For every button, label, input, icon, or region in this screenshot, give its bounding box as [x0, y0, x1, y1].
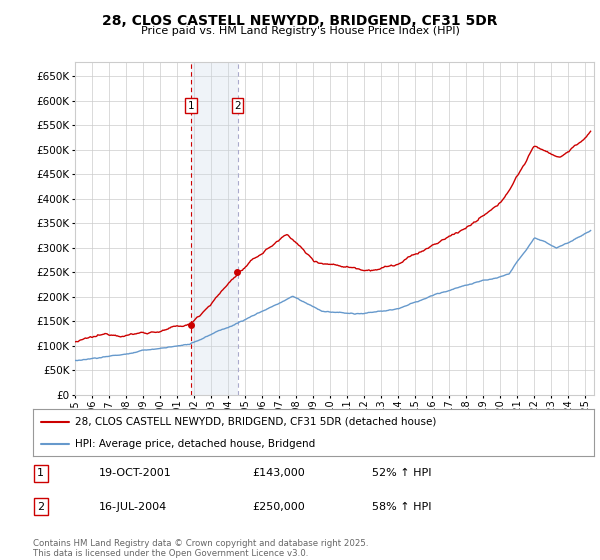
Text: Contains HM Land Registry data © Crown copyright and database right 2025.
This d: Contains HM Land Registry data © Crown c… [33, 539, 368, 558]
Text: 58% ↑ HPI: 58% ↑ HPI [372, 502, 431, 512]
Text: 2: 2 [234, 101, 241, 111]
Bar [191, 62, 238, 395]
Text: 16-JUL-2004: 16-JUL-2004 [99, 502, 167, 512]
Text: 1: 1 [37, 468, 44, 478]
Text: HPI: Average price, detached house, Bridgend: HPI: Average price, detached house, Brid… [75, 438, 316, 449]
Text: Price paid vs. HM Land Registry's House Price Index (HPI): Price paid vs. HM Land Registry's House … [140, 26, 460, 36]
Text: 1: 1 [187, 101, 194, 111]
Text: 28, CLOS CASTELL NEWYDD, BRIDGEND, CF31 5DR: 28, CLOS CASTELL NEWYDD, BRIDGEND, CF31 … [102, 14, 498, 28]
Text: £143,000: £143,000 [252, 468, 305, 478]
Text: 19-OCT-2001: 19-OCT-2001 [99, 468, 172, 478]
Text: 2: 2 [37, 502, 44, 512]
Text: £250,000: £250,000 [252, 502, 305, 512]
Text: 52% ↑ HPI: 52% ↑ HPI [372, 468, 431, 478]
Text: 28, CLOS CASTELL NEWYDD, BRIDGEND, CF31 5DR (detached house): 28, CLOS CASTELL NEWYDD, BRIDGEND, CF31 … [75, 417, 436, 427]
